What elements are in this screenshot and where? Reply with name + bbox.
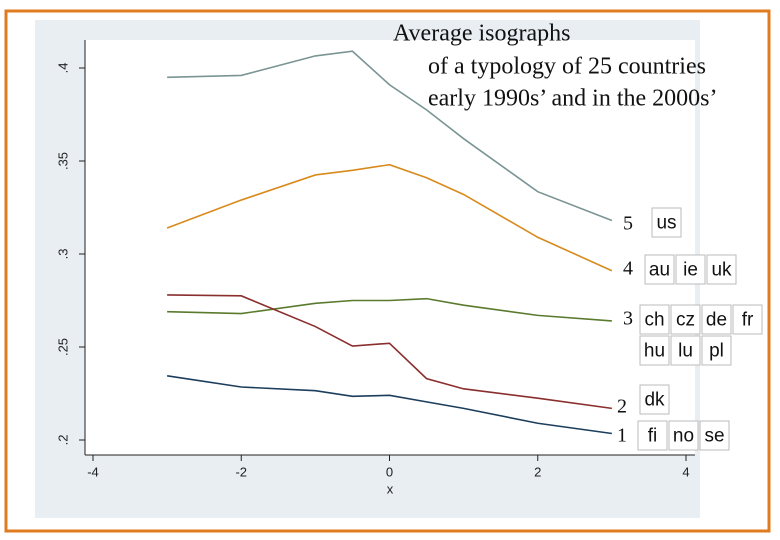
country-code: se — [704, 426, 724, 447]
series-line — [167, 50, 613, 222]
country-box — [701, 335, 732, 366]
country-code: no — [673, 426, 694, 447]
country-code: ch — [644, 310, 664, 331]
country-code: dk — [644, 390, 665, 411]
x-axis-label: x — [387, 481, 394, 496]
y-tick-label: .25 — [55, 338, 70, 356]
series-line — [167, 297, 612, 322]
country-box — [699, 420, 730, 451]
country-box — [675, 254, 706, 285]
country-box — [639, 304, 670, 335]
country-box — [644, 254, 675, 285]
country-box — [651, 207, 682, 238]
x-tick-label: 0 — [386, 464, 393, 479]
series-line — [167, 375, 612, 435]
chart-title: of a typology of 25 countries — [428, 54, 706, 80]
country-code: fi — [648, 426, 658, 447]
country-box — [639, 335, 670, 366]
series-number: 5 — [623, 213, 633, 235]
x-tick-label: -2 — [235, 464, 247, 479]
country-code: lu — [678, 341, 693, 362]
x-tick-label: 2 — [534, 464, 541, 479]
series-number: 3 — [623, 308, 633, 330]
country-code: hu — [644, 341, 665, 362]
series-number: 2 — [617, 396, 627, 418]
country-code: de — [706, 310, 727, 331]
country-code: uk — [711, 260, 732, 281]
y-tick-label: .2 — [55, 435, 70, 446]
country-code: us — [656, 213, 676, 234]
x-tick-label: -4 — [87, 464, 99, 479]
series-number: 1 — [617, 425, 627, 447]
series-number: 4 — [623, 258, 633, 280]
y-tick-label: .4 — [55, 63, 70, 74]
country-box — [668, 420, 699, 451]
country-box — [732, 304, 763, 335]
country-code: au — [649, 260, 670, 281]
chart-title: early 1990s’ and in the 2000s’ — [428, 86, 718, 112]
country-code: cz — [676, 310, 695, 331]
series-line — [167, 294, 612, 410]
country-box — [670, 304, 701, 335]
country-box — [706, 254, 737, 285]
x-tick-label: 4 — [682, 464, 689, 479]
series-line — [166, 163, 613, 272]
country-code: pl — [709, 341, 724, 362]
country-box — [701, 304, 732, 335]
country-box — [639, 384, 670, 415]
plot-area — [85, 40, 695, 455]
country-box — [670, 335, 701, 366]
country-box — [637, 420, 668, 451]
y-tick-label: .35 — [55, 152, 70, 170]
country-code: ie — [683, 260, 698, 281]
chart-title: Average isographs — [393, 21, 571, 47]
y-tick-label: .3 — [55, 249, 70, 260]
country-code: fr — [742, 310, 754, 331]
